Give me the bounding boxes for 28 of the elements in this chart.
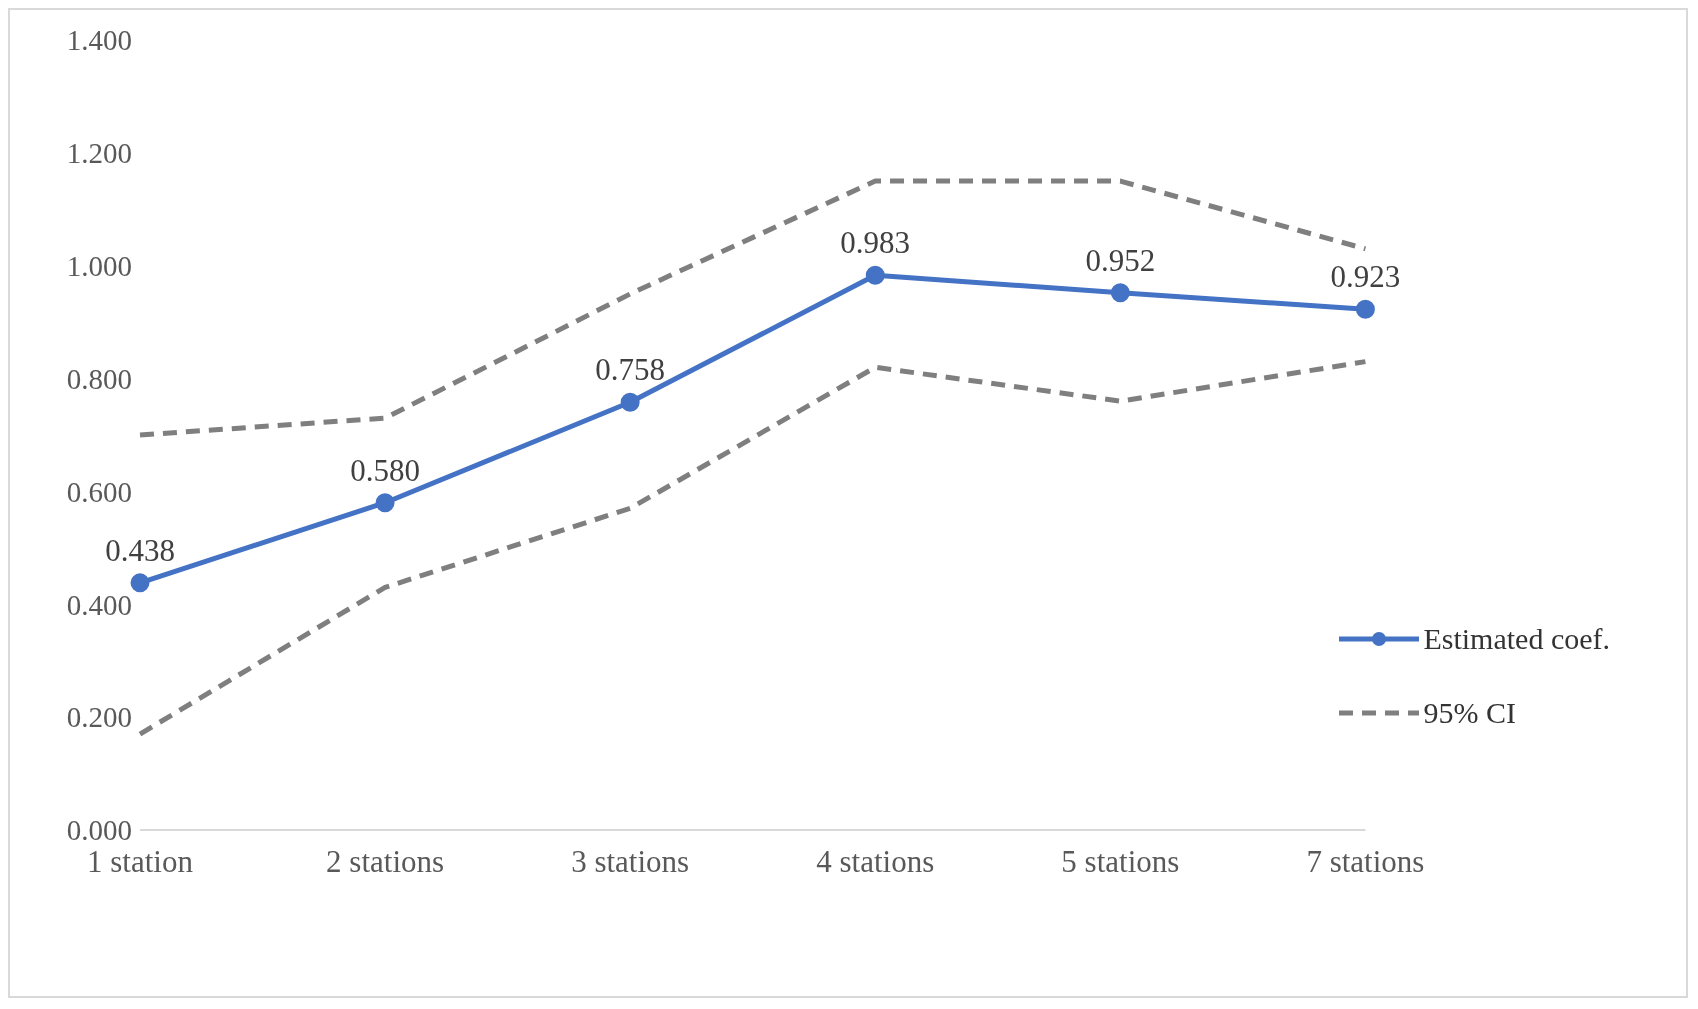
data-label: 0.580 xyxy=(350,452,420,488)
legend-label: 95% CI xyxy=(1423,696,1516,730)
x-tick-label: 4 stations xyxy=(816,844,935,880)
point xyxy=(865,265,885,285)
y-tick-label: 0.400 xyxy=(66,588,132,621)
point xyxy=(130,573,150,593)
y-tick-label: 1.200 xyxy=(66,137,132,170)
x-tick-label: 2 stations xyxy=(326,844,445,880)
point xyxy=(1355,299,1375,319)
y-tick-label: 0.000 xyxy=(66,814,132,847)
x-tick-label: 1 station xyxy=(87,844,194,880)
x-tick-label: 3 stations xyxy=(571,844,690,880)
x-tick-label: 7 stations xyxy=(1306,844,1425,880)
data-label: 0.758 xyxy=(595,352,666,388)
data-label: 0.923 xyxy=(1330,259,1401,295)
point xyxy=(1110,283,1130,303)
legend-label: Estimated coef. xyxy=(1423,622,1610,656)
data-label: 0.983 xyxy=(840,225,911,261)
point xyxy=(620,392,640,412)
y-tick-label: 0.600 xyxy=(66,475,132,508)
point xyxy=(375,493,395,513)
data-label: 0.952 xyxy=(1085,242,1156,278)
y-tick-label: 1.400 xyxy=(66,24,132,57)
y-tick-label: 0.800 xyxy=(66,362,132,395)
x-tick-label: 5 stations xyxy=(1061,844,1180,880)
y-tick-label: 0.200 xyxy=(66,701,132,734)
data-label: 0.438 xyxy=(105,532,175,568)
y-tick-label: 1.000 xyxy=(66,250,132,283)
